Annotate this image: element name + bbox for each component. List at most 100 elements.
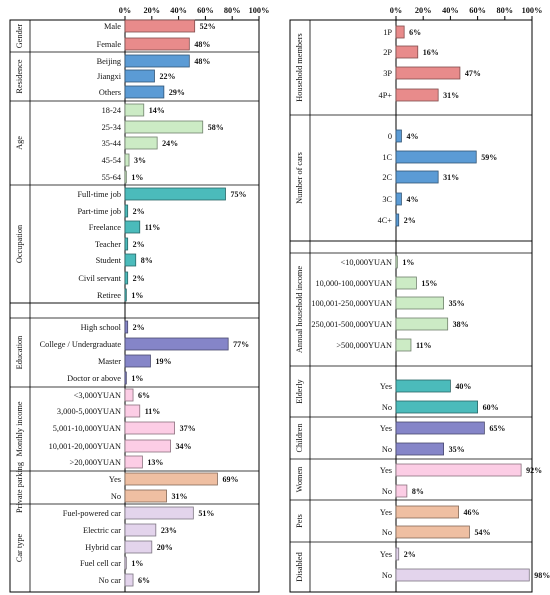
panel0-value-label: 1%	[131, 173, 143, 182]
panel0-category-label: 18-24	[102, 106, 122, 115]
panel1-bar	[395, 484, 408, 498]
panel1-bar	[395, 317, 449, 331]
panel0-bar	[124, 170, 127, 184]
panel1-group-label: Women	[295, 466, 304, 492]
panel0-group-label: Gender	[15, 24, 24, 49]
panel1-category-label: 3C	[382, 195, 392, 204]
panel0-category-label: No car	[99, 576, 122, 585]
panel0-category-label: 55-64	[102, 173, 122, 182]
panel1-category-label: 1P	[383, 28, 392, 37]
panel0-category-label: Female	[97, 40, 122, 49]
panel1-bar	[395, 442, 444, 456]
panel0-x-tick-label: 100%	[249, 6, 270, 15]
panel1-bar	[395, 568, 530, 582]
panel0-category-label: Student	[96, 256, 122, 265]
panel0-category-label: Others	[99, 88, 121, 97]
panel0-category-label: 45-54	[102, 156, 122, 165]
panel0-bar	[124, 54, 190, 68]
panel1-value-label: 16%	[423, 48, 439, 57]
panel0-category-label: Beijing	[97, 57, 121, 66]
panel1-bar	[395, 525, 470, 539]
panel1-x-tick-label: 40%	[442, 6, 459, 15]
panel0-bar	[124, 288, 127, 302]
panel1-category-label: 1C	[382, 153, 392, 162]
panel0-category-label: Part-time job	[77, 207, 121, 216]
panel1-category-label: 100,001-250,000YUAN	[311, 299, 392, 308]
panel1-value-label: 2%	[404, 216, 416, 225]
panel0-bar	[124, 253, 137, 267]
panel1-category-label: No	[382, 403, 392, 412]
panel1-value-label: 4%	[406, 132, 418, 141]
panel0-bar	[124, 187, 226, 201]
panel1-category-label: No	[382, 571, 392, 580]
panel0-category-label: 5,001-10,000YUAN	[53, 424, 121, 433]
panel0-value-label: 37%	[180, 424, 196, 433]
panel0-group-label: Private parking	[15, 462, 24, 513]
panel0-value-label: 3%	[134, 156, 146, 165]
panel1-category-label: Yes	[380, 424, 392, 433]
panel1-bar	[395, 170, 439, 184]
panel0-value-label: 19%	[155, 357, 171, 366]
panel1-bar	[395, 400, 478, 414]
panel1-bar	[395, 379, 451, 393]
panel1-bar	[395, 463, 522, 477]
panel0-bar	[124, 354, 151, 368]
panel1-value-label: 65%	[489, 424, 505, 433]
panel1-category-label: Yes	[380, 466, 392, 475]
panel0-bar	[124, 69, 155, 83]
panel1-category-label: 2P	[383, 48, 392, 57]
panel1-bar	[395, 421, 485, 435]
panel1-x-tick-label: 0%	[390, 6, 402, 15]
panel0-category-label: <3,000YUAN	[74, 391, 121, 400]
panel1-group-label: Pets	[295, 514, 304, 528]
panel0-category-label: Jiangxi	[97, 72, 122, 81]
panel0-x-tick-label: 60%	[197, 6, 214, 15]
panel1-value-label: 54%	[474, 528, 490, 537]
panel0-bar	[124, 455, 143, 469]
panel0-bar	[124, 120, 204, 134]
panel0-category-label: Teacher	[95, 240, 121, 249]
panel0-value-label: 23%	[161, 526, 177, 535]
panel1-bar	[395, 45, 419, 59]
panel1-bar	[395, 88, 439, 102]
panel0-category-label: Retiree	[97, 291, 121, 300]
panel1-category-label: <10,000YUAN	[341, 258, 392, 267]
panel1-value-label: 92%	[526, 466, 542, 475]
panel1-category-label: 4P+	[379, 91, 393, 100]
panel0-bar	[124, 37, 190, 51]
panel0-value-label: 2%	[133, 323, 145, 332]
panel1-value-label: 31%	[443, 173, 459, 182]
panel0-x-tick-label: 20%	[144, 6, 161, 15]
panel1-category-label: 10,000-100,000YUAN	[315, 279, 392, 288]
panel0-category-label: 3,000-5,000YUAN	[57, 407, 121, 416]
panel1-group-label: Household members	[295, 33, 304, 101]
panel0-bar	[124, 388, 134, 402]
panel1-bar	[395, 296, 444, 310]
panel1-category-label: Yes	[380, 508, 392, 517]
panel0-value-label: 22%	[159, 72, 175, 81]
panel1-x-tick-label: 20%	[415, 6, 432, 15]
panel0-value-label: 1%	[131, 559, 143, 568]
panel0-value-label: 69%	[222, 475, 238, 484]
panel0-category-label: Electric car	[83, 526, 121, 535]
panel1-bar	[395, 276, 417, 290]
panel1-value-label: 46%	[464, 508, 480, 517]
panel1-value-label: 35%	[449, 445, 465, 454]
panel0-group-label: Age	[15, 136, 24, 150]
panel1-bar	[395, 213, 400, 227]
panel0-category-label: Doctor or above	[67, 374, 121, 383]
panel0-x-tick-label: 0%	[119, 6, 131, 15]
panel0-category-label: Yes	[109, 475, 121, 484]
panel0-value-label: 20%	[157, 543, 173, 552]
panel0-bar	[124, 271, 129, 285]
panel0-value-label: 1%	[131, 291, 143, 300]
panel0-bar	[124, 489, 167, 503]
panel1-value-label: 38%	[453, 320, 469, 329]
panel0-bar	[124, 136, 158, 150]
panel0-value-label: 13%	[147, 458, 163, 467]
panel1-value-label: 4%	[406, 195, 418, 204]
panel0-category-label: College / Undergraduate	[40, 340, 122, 349]
panel0-bar	[124, 421, 175, 435]
panel0-bar	[124, 404, 141, 418]
